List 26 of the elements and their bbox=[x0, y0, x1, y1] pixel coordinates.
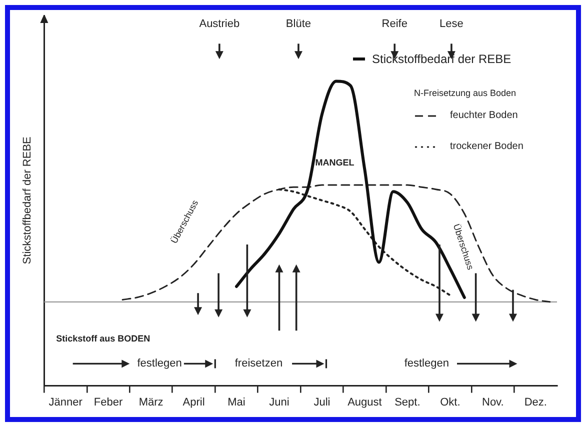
text: Reife bbox=[382, 18, 408, 30]
x-tick-label: Juni bbox=[269, 396, 290, 408]
text: festlegen bbox=[137, 357, 182, 370]
text: freisetzen bbox=[234, 357, 283, 370]
text: Stickstoff aus BODEN bbox=[56, 334, 150, 344]
x-tick-label: Jänner bbox=[48, 396, 83, 408]
x-tick-label: Feber bbox=[94, 396, 123, 408]
x-tick-label: Dez. bbox=[524, 396, 547, 408]
annotation: MANGEL bbox=[315, 157, 354, 168]
y-axis-title: Stickstoffbedarf der REBE bbox=[22, 136, 34, 264]
text: Austrieb bbox=[199, 18, 240, 30]
legend-label: trockener Boden bbox=[450, 141, 524, 152]
text: Blüte bbox=[286, 18, 311, 30]
legend-label: Stickstoffbedarf der REBE bbox=[372, 52, 512, 66]
legend-label: feuchter Boden bbox=[450, 110, 518, 121]
x-tick-label: August bbox=[348, 396, 382, 408]
x-tick-label: April bbox=[182, 396, 205, 408]
legend-title: N-Freisetzung aus Boden bbox=[414, 88, 516, 98]
x-tick-label: Mai bbox=[228, 396, 246, 408]
x-tick-label: Nov. bbox=[482, 396, 504, 408]
x-tick-label: Juli bbox=[314, 396, 330, 408]
text: Lese bbox=[440, 18, 464, 30]
x-tick-label: März bbox=[138, 396, 164, 408]
text: festlegen bbox=[404, 357, 449, 370]
x-tick-label: Sept. bbox=[394, 396, 420, 408]
x-tick-label: Okt. bbox=[440, 396, 460, 408]
